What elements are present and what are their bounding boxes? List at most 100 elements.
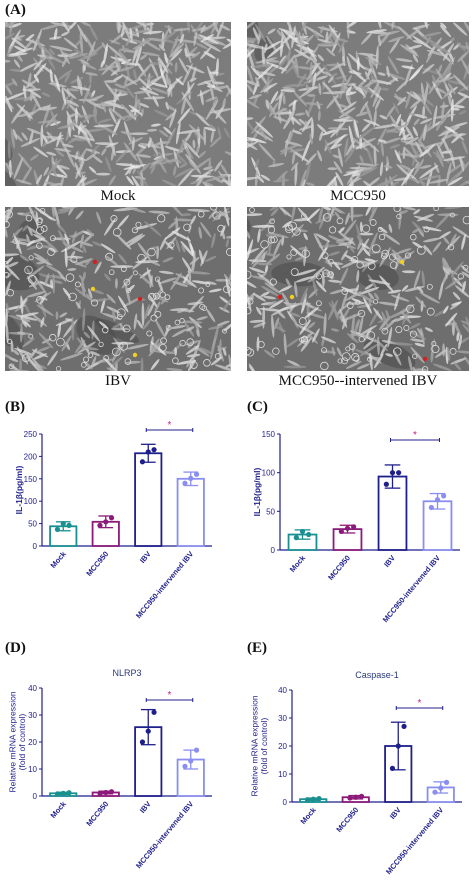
cell-shape [171,231,191,241]
cell-shape [208,325,224,330]
cell-shape [54,157,58,169]
cell-shape [309,61,313,79]
cell-shape [199,46,212,60]
cell-shape [459,156,465,172]
cell-shape [356,292,375,304]
data-point [182,480,188,486]
cell-shape [42,106,58,111]
cell-shape [412,24,430,30]
bar [176,477,205,547]
rounded-cell [24,265,33,275]
cell-shape [22,337,35,348]
cell-shape [180,308,195,313]
cell-shape [151,87,169,95]
cell-shape [426,49,446,57]
cell-shape [270,208,279,217]
cell-shape [215,57,219,77]
cell-shape [278,321,284,334]
cell-shape [89,72,92,85]
cell-shape [453,22,468,36]
cell-shape [186,352,197,368]
cell-shape [105,156,112,173]
rounded-cell [49,235,56,242]
cell-shape [287,359,301,367]
rounded-cell [123,278,131,286]
cell-shape [148,294,158,308]
rounded-cell [361,224,371,233]
data-point [347,795,353,801]
cell-shape [414,342,425,347]
data-point [304,797,311,803]
cell-shape [263,349,275,359]
y-tick-label: 0 [33,792,38,801]
cell-shape [216,22,225,40]
cell-shape [164,25,174,30]
rounded-cell [406,304,415,314]
cell-shape [327,76,334,83]
cell-shape [345,95,352,106]
y-axis-label: IL-1β(pg/ml) [252,468,262,517]
y-tick-label: 200 [24,452,38,461]
rounded-cell [56,337,65,347]
cell-shape [332,154,341,159]
cell-shape [38,332,54,349]
data-point [428,504,434,511]
cell-shape [357,238,370,257]
cell-shape [305,182,315,186]
cell-shape [437,113,449,128]
cell-shape [355,143,370,149]
cell-shape [101,101,107,113]
data-point [139,739,146,745]
cell-shape [361,122,371,132]
cell-shape [114,93,128,97]
cell-shape [45,240,58,252]
cell-shape [133,90,149,94]
cell-shape [284,107,296,128]
cell-shape [150,123,161,127]
rounded-cell [21,354,30,363]
cell-shape [320,25,324,34]
cell-shape [452,291,461,301]
y-tick-label: 100 [262,469,276,478]
cell-shape [46,151,57,156]
cell-shape [309,133,313,145]
cell-shape [262,305,266,329]
cell-shape [87,288,93,299]
cell-shape [298,247,308,250]
cell-shape [330,134,346,150]
cell-shape [423,83,429,106]
cell-shape [148,210,170,214]
cell-shape [448,58,453,75]
cell-shape [326,47,336,57]
cell-shape [453,362,462,371]
cell-shape [5,307,8,328]
cell-shape [16,112,35,118]
cell-shape [400,133,410,141]
cell-shape [263,295,276,300]
cell-shape [198,249,204,265]
cell-shape [419,165,439,179]
cell-shape [75,151,79,161]
caption-mock: Mock [100,188,136,204]
cell-shape [222,347,227,356]
cell-shape [322,175,338,186]
cell-shape [47,350,58,366]
cell-shape [322,91,346,95]
rounded-cell [249,207,255,213]
cell-shape [174,347,178,356]
cell-shape [390,342,413,346]
rounded-cell [5,260,9,268]
cell-shape [387,289,402,294]
cell-shape [59,176,65,186]
cell-shape [377,72,386,76]
cell-shape [184,141,200,158]
cell-shape [182,276,197,288]
cell-shape [327,167,338,171]
rounded-cell [28,255,34,261]
cell-shape [128,133,134,142]
cell-shape [463,59,469,80]
cell-shape [149,136,159,157]
rounded-cell [39,207,46,214]
cell-shape [288,26,293,37]
